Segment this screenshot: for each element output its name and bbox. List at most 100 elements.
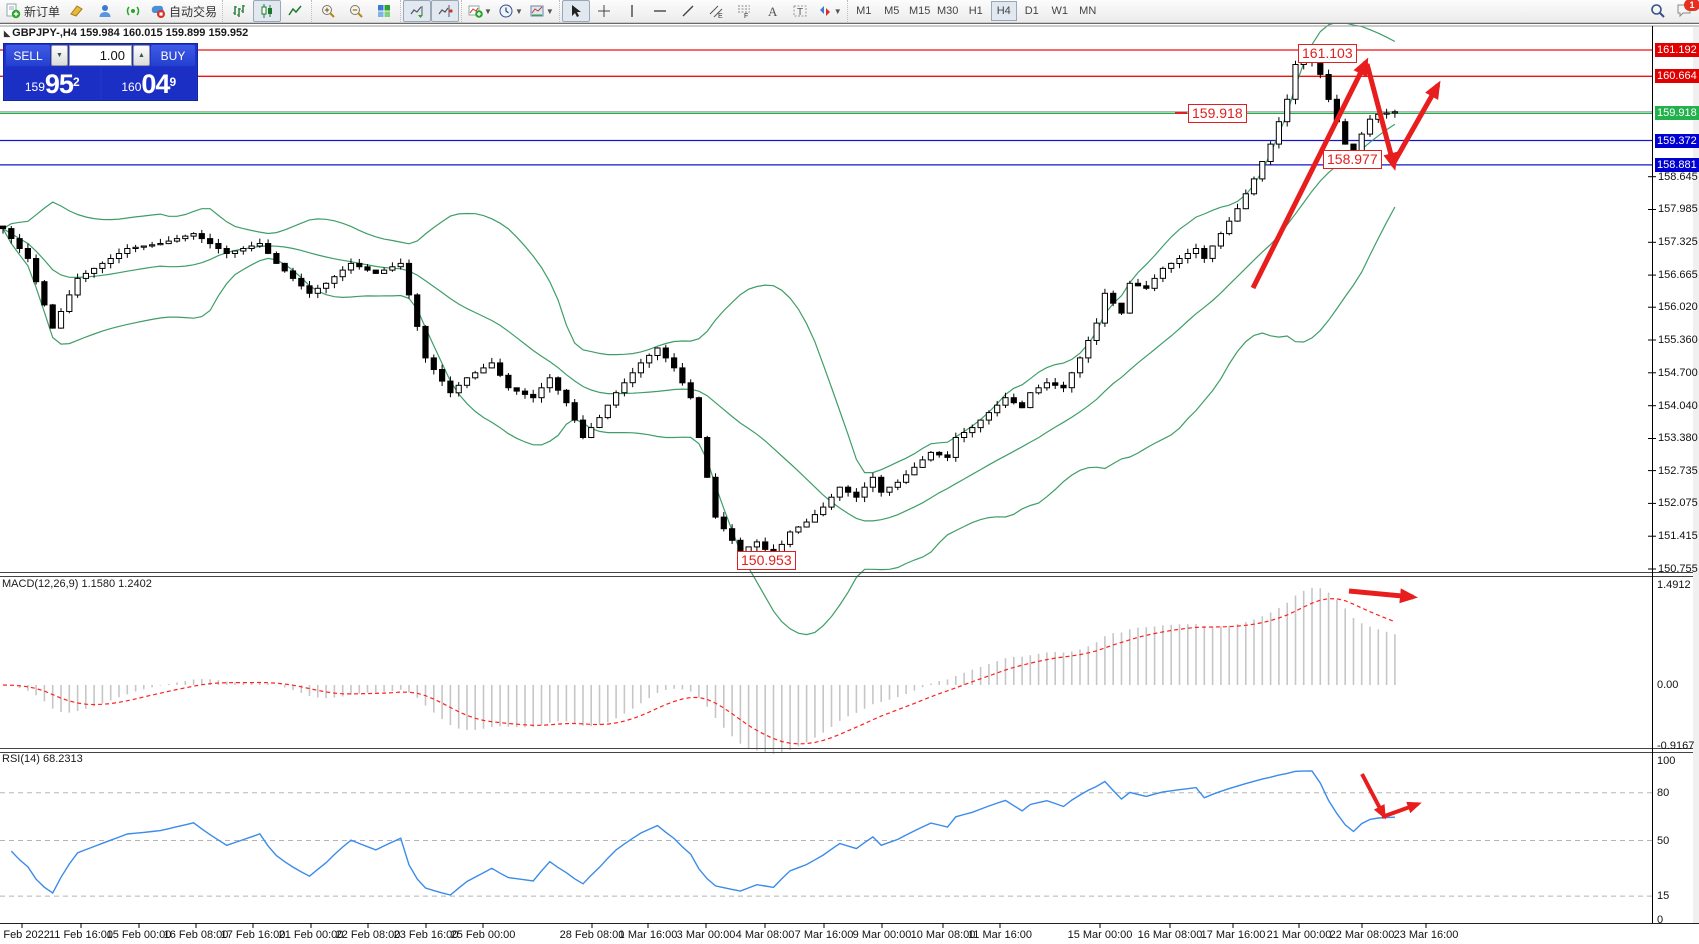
clock-icon <box>499 4 513 18</box>
candle-body <box>82 272 90 279</box>
timeframe-m30[interactable]: M30 <box>937 5 959 17</box>
trend-arrow[interactable] <box>1250 57 1369 290</box>
line-chart-button[interactable] <box>281 0 309 22</box>
rsi-arrow[interactable] <box>1381 801 1422 819</box>
price-axis-tick: 154.700 <box>1658 367 1698 379</box>
price-badge-158.881: 158.881 <box>1655 158 1699 172</box>
candle-body <box>74 277 81 296</box>
channel-button[interactable]: E <box>702 0 730 22</box>
candle-body <box>33 258 40 283</box>
timeframe-d1[interactable]: D1 <box>1024 5 1039 17</box>
candle-body <box>1085 340 1092 359</box>
volume-up-button[interactable]: ▲ <box>133 45 150 66</box>
arrows-button[interactable]: ▼ <box>814 0 845 22</box>
macd-axis-label: 0.00 <box>1657 679 1679 691</box>
symbol-info: ◣ GBPJPY-,H4 159.984 160.015 159.899 159.… <box>4 27 249 39</box>
macd-axis-label: -0.9167 <box>1657 740 1695 752</box>
candle-body <box>173 238 181 242</box>
candlestick-chart-button[interactable] <box>253 0 282 22</box>
candle-body <box>687 382 694 399</box>
toolbar-group-charttype <box>222 0 311 22</box>
tile-windows-button[interactable] <box>370 0 398 22</box>
volume-input[interactable]: 1.00 <box>69 45 132 66</box>
buy-button[interactable]: BUY <box>151 45 195 66</box>
candle-body <box>455 384 462 394</box>
chart-price-label[interactable]: 158.977 <box>1323 150 1382 169</box>
horizontal-line-button[interactable] <box>646 0 674 22</box>
text-label-button[interactable]: T <box>786 0 814 22</box>
autotrade-button[interactable]: 自动交易 <box>147 0 220 22</box>
chat-button[interactable]: 1 <box>1676 0 1699 21</box>
candle-body <box>1002 397 1009 406</box>
candle-body <box>720 516 727 530</box>
macd-arrow[interactable] <box>1348 588 1418 604</box>
candle-body <box>803 521 810 528</box>
trend-arrow[interactable] <box>1389 80 1441 168</box>
timeframe-m15[interactable]: M15 <box>909 5 931 17</box>
candle-body <box>422 325 429 359</box>
candle-body <box>894 481 901 488</box>
timeframe-mn[interactable]: MN <box>1079 5 1097 17</box>
text-button[interactable]: A <box>758 0 786 22</box>
chart-price-label[interactable]: 161.103 <box>1298 44 1357 63</box>
periods-button[interactable]: ▼ <box>495 0 526 22</box>
candle-body <box>637 362 644 374</box>
candle-body <box>298 277 305 287</box>
favorites-button[interactable] <box>63 0 91 22</box>
candle-body <box>505 374 512 389</box>
rsi-axis-label: 80 <box>1657 787 1670 799</box>
candle-body <box>339 269 346 278</box>
chart-shift-button[interactable] <box>431 0 460 22</box>
chart-price-label[interactable]: 159.918 <box>1175 104 1247 123</box>
zoom-in-button[interactable] <box>314 0 342 22</box>
timeframe-m5[interactable]: M5 <box>884 5 900 17</box>
crosshair-button[interactable] <box>590 0 618 22</box>
new-order-label: 新订单 <box>24 4 61 19</box>
time-axis-label: 3 Mar 00:00 <box>676 929 736 941</box>
candle-body <box>439 369 446 382</box>
autotrade-icon <box>151 5 166 18</box>
trendline-button[interactable] <box>674 0 702 22</box>
templates-button[interactable]: ▼ <box>526 0 557 22</box>
candle-body <box>273 253 280 264</box>
chart-price-label[interactable]: 150.953 <box>737 551 796 570</box>
candle-body <box>762 541 769 550</box>
candle-body <box>679 367 686 384</box>
rsi-arrow[interactable] <box>1360 773 1386 820</box>
timeframe-h4[interactable]: H4 <box>990 1 1017 21</box>
trend-arrow[interactable] <box>1364 63 1398 171</box>
candle-body <box>472 372 479 379</box>
timeframe-w1[interactable]: W1 <box>1051 5 1068 17</box>
bar-chart-button[interactable] <box>225 0 253 22</box>
candle-body <box>488 362 495 369</box>
mql5-community-button[interactable] <box>91 0 119 22</box>
rsi-line <box>10 770 1395 896</box>
cursor-button[interactable] <box>561 0 590 22</box>
candlestick-icon <box>261 4 273 18</box>
new-order-button[interactable]: 新订单 <box>2 0 63 22</box>
buy-price[interactable]: 160 04 9 <box>101 67 196 99</box>
volume-down-button[interactable]: ▼ <box>51 45 68 66</box>
candle-body <box>1292 64 1299 100</box>
indicators-button[interactable]: ▼ <box>464 0 495 22</box>
zoom-out-button[interactable] <box>342 0 370 22</box>
signals-button[interactable] <box>119 0 147 22</box>
candle-body <box>546 377 553 389</box>
vertical-line-button[interactable] <box>618 0 646 22</box>
timeframe-m1[interactable]: M1 <box>856 5 872 17</box>
price-axis-tick: 152.735 <box>1658 465 1698 477</box>
sell-price[interactable]: 159 95 2 <box>5 67 100 99</box>
sell-button[interactable]: SELL <box>6 45 50 66</box>
candle-body <box>961 432 968 438</box>
auto-scroll-button[interactable] <box>403 0 432 22</box>
fibonacci-button[interactable]: F <box>730 0 758 22</box>
timeframe-group: M1 M5 M15 M30 H1 H4 D1 W1 MN <box>846 0 1104 22</box>
candle-body <box>753 541 760 548</box>
timeframe-h1[interactable]: H1 <box>968 5 983 17</box>
chevron-down-icon: ▼ <box>833 6 842 16</box>
search-icon[interactable] <box>1650 3 1666 19</box>
signal-icon <box>126 6 140 16</box>
person-icon <box>99 5 111 17</box>
time-axis-label: 22 Feb 08:00 <box>335 929 401 941</box>
